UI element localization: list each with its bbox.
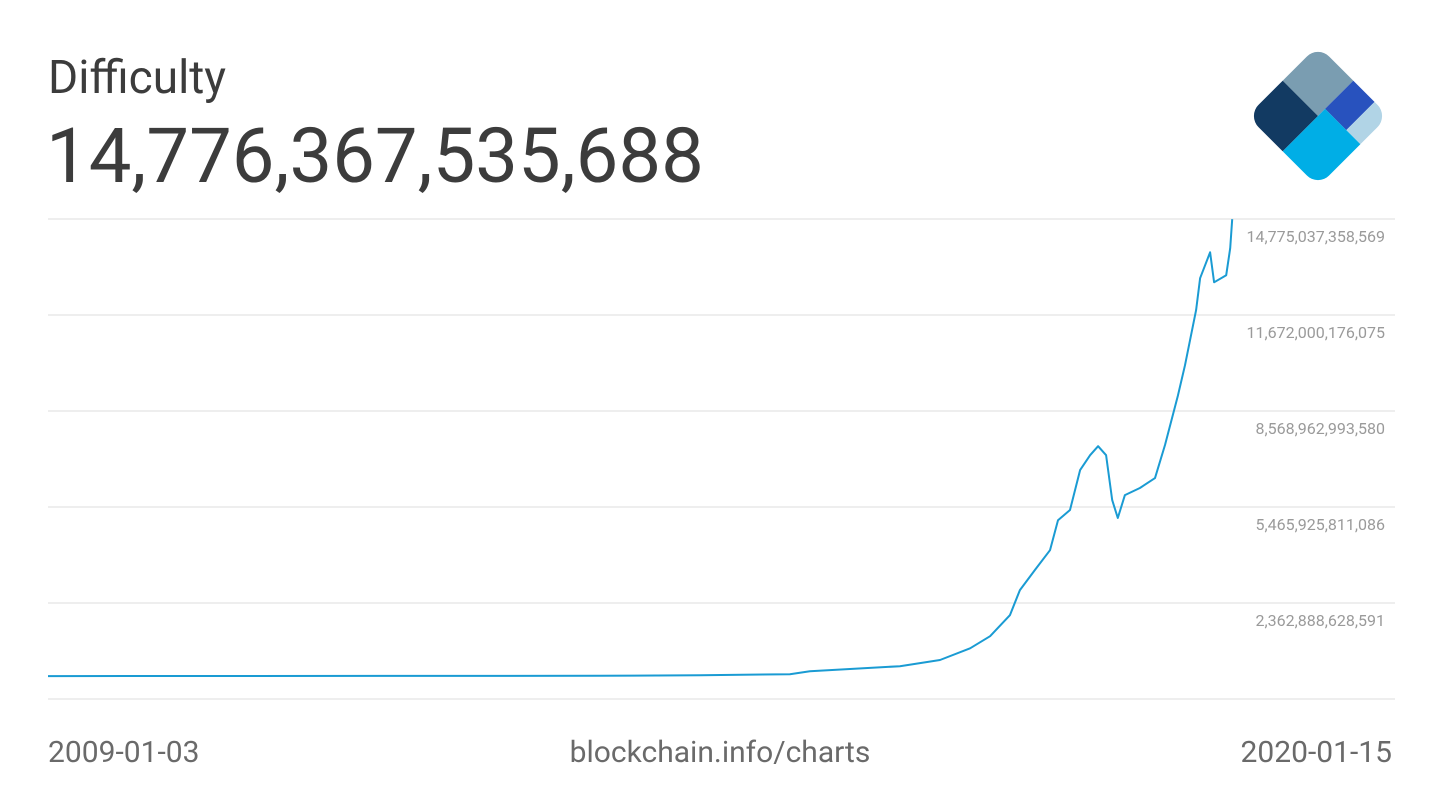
y-tick-label: 11,672,000,176,075 — [1247, 323, 1385, 342]
data-line — [47, 219, 1234, 678]
source-label: blockchain.info/charts — [570, 735, 871, 770]
y-tick-label: 8,568,962,993,580 — [1256, 419, 1386, 438]
chart-title: Difficulty — [48, 51, 226, 105]
y-tick-label: 14,775,037,358,569 — [1247, 227, 1385, 246]
x-end-label: 2020-01-15 — [1241, 735, 1392, 770]
x-start-label: 2009-01-03 — [48, 735, 199, 770]
y-tick-label: 5,465,925,811,086 — [1256, 515, 1386, 534]
headline-value: 14,776,367,535,688 — [46, 111, 704, 201]
y-tick-label: 2,362,888,628,591 — [1256, 611, 1386, 630]
logo — [1247, 45, 1389, 187]
